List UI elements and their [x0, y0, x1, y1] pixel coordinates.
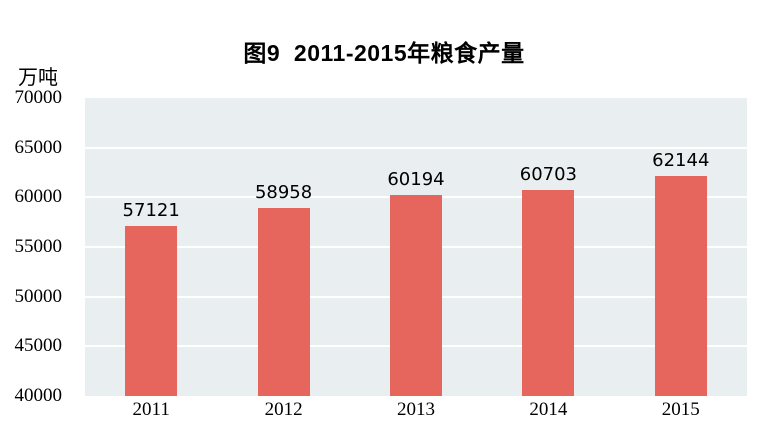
y-tick-label: 40000 — [14, 385, 63, 406]
bar-value-label: 60703 — [519, 164, 578, 186]
y-tick-label: 60000 — [14, 186, 63, 208]
x-tick-label: 2011 — [132, 399, 170, 420]
bar — [257, 207, 310, 396]
bar-value-label: 62144 — [652, 150, 710, 172]
x-tick-label: 2013 — [397, 399, 435, 420]
y-tick-label: 45000 — [14, 335, 63, 357]
x-tick-label: 2014 — [529, 399, 568, 420]
bar-value-label: 57121 — [122, 199, 180, 221]
gridline — [85, 146, 747, 149]
bar-value-label: 60194 — [387, 169, 445, 191]
y-tick-label: 50000 — [14, 285, 63, 307]
x-tick-label: 2012 — [264, 399, 303, 420]
x-tick-label: 2015 — [661, 399, 700, 420]
bar-value-label: 58958 — [254, 181, 313, 203]
y-tick-label: 70000 — [14, 87, 63, 108]
chart-title: 图9 2011-2015年粮食产量 — [243, 40, 525, 66]
bar — [654, 176, 707, 396]
plot-area: 57121 58958 60194 60703 62144 — [85, 98, 747, 396]
y-axis-unit-label: 万吨 — [18, 67, 58, 89]
bar — [522, 190, 575, 396]
bar — [125, 225, 178, 396]
y-tick-label: 65000 — [14, 136, 63, 158]
y-tick-label: 55000 — [14, 236, 63, 257]
bar — [390, 195, 442, 396]
